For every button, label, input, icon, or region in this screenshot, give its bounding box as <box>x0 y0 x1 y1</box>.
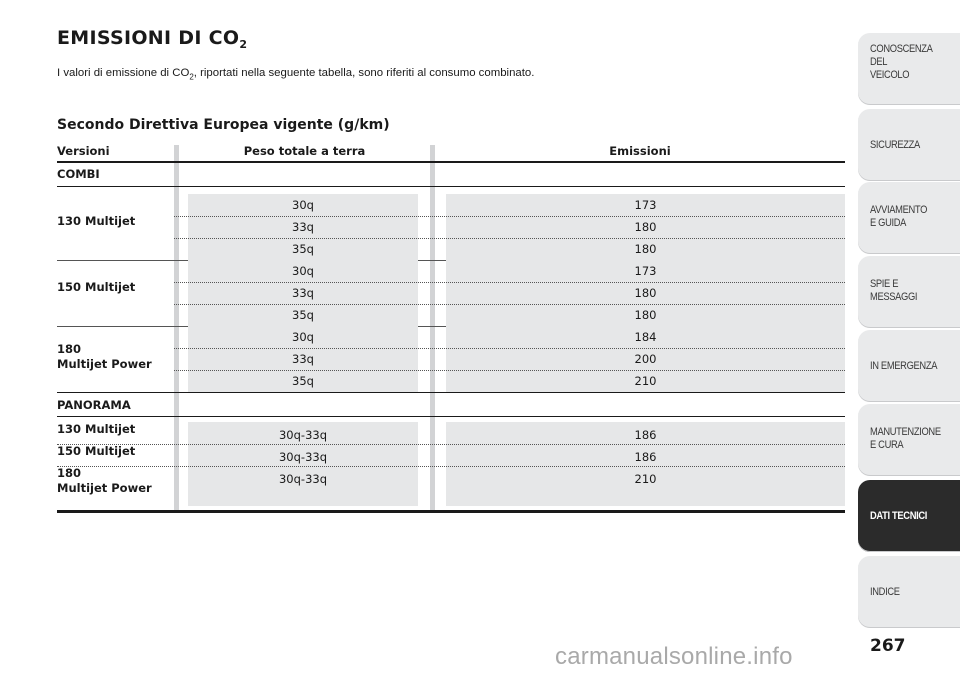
row-divider <box>57 466 845 467</box>
header-emissioni: Emissioni <box>609 144 671 158</box>
weight-cell: 30q-33q <box>278 450 328 464</box>
weight-cell: 33q <box>292 220 314 234</box>
watermark: carmanualsonline.info <box>555 643 793 670</box>
page-content: EMISSIONI DI CO2 I valori di emissione d… <box>57 0 845 677</box>
weight-cell: 35q <box>292 242 314 256</box>
weight-cell: 33q <box>292 286 314 300</box>
emission-cell-bg <box>446 422 845 506</box>
tab-manutenzione-e-cura[interactable]: MANUTENZIONE E CURA <box>858 404 960 476</box>
emission-cell: 200 <box>634 352 657 366</box>
header-peso: Peso totale a terra <box>243 144 366 158</box>
tab-conoscenza-del-veicolo[interactable]: CONOSCENZA DEL VEICOLO <box>858 33 960 105</box>
emission-cell: 173 <box>634 264 657 278</box>
emission-cell-bg <box>446 326 845 392</box>
weight-cell: 35q <box>292 374 314 388</box>
tab-indice[interactable]: INDICE <box>858 556 960 628</box>
emission-cell: 186 <box>634 450 657 464</box>
group-label: COMBI <box>57 167 100 181</box>
weight-cell: 35q <box>292 308 314 322</box>
intro-text: I valori di emissione di CO2, riportati … <box>57 67 535 82</box>
column-divider <box>430 145 435 512</box>
weight-cell-bg <box>188 194 418 260</box>
table-bottom-rule <box>57 510 845 513</box>
weight-cell: 33q <box>292 352 314 366</box>
tab-sicurezza[interactable]: SICUREZZA <box>858 109 960 181</box>
page-title: EMISSIONI DI CO2 <box>57 27 248 51</box>
emission-cell: 184 <box>634 330 657 344</box>
weight-cell: 30q-33q <box>278 472 328 486</box>
tab-label: MANUTENZIONE E CURA <box>870 426 941 451</box>
tab-avviamento-e-guida[interactable]: AVVIAMENTO E GUIDA <box>858 182 960 254</box>
tab-label: DATI TECNICI <box>870 510 928 522</box>
emission-cell: 210 <box>634 472 657 486</box>
tab-label: SPIE E MESSAGGI <box>870 278 918 303</box>
tab-label: SICUREZZA <box>870 139 920 151</box>
tab-spie-e-messaggi[interactable]: SPIE E MESSAGGI <box>858 256 960 328</box>
column-divider <box>174 145 179 512</box>
version-label: 150 Multijet <box>57 444 136 458</box>
emission-cell: 180 <box>634 308 657 322</box>
row-divider <box>174 304 845 305</box>
header-rule <box>57 161 845 163</box>
weight-cell-bg <box>188 422 418 506</box>
group-label: PANORAMA <box>57 398 131 412</box>
group-rule <box>57 392 845 393</box>
tab-label: CONOSCENZA DEL VEICOLO <box>870 43 933 81</box>
emissions-table: Versioni Peso totale a terra Emissioni C… <box>57 140 845 515</box>
weight-cell-bg <box>188 326 418 392</box>
tab-label: INDICE <box>870 586 900 598</box>
row-divider <box>57 444 845 445</box>
version-label: 130 Multijet <box>57 214 136 228</box>
row-divider <box>174 348 845 349</box>
chapter-tabs: CONOSCENZA DEL VEICOLO SICUREZZA AVVIAMENT… <box>858 0 960 677</box>
emission-cell: 210 <box>634 374 657 388</box>
tab-dati-tecnici[interactable]: DATI TECNICI <box>858 480 960 552</box>
group-rule <box>57 186 845 187</box>
version-label: 130 Multijet <box>57 422 136 436</box>
weight-cell: 30q <box>292 198 314 212</box>
row-divider <box>174 282 845 283</box>
emission-cell: 180 <box>634 242 657 256</box>
tab-in-emergenza[interactable]: IN EMERGENZA <box>858 330 960 402</box>
weight-cell: 30q <box>292 264 314 278</box>
page-number: 267 <box>870 636 906 656</box>
header-versioni: Versioni <box>57 144 110 158</box>
row-divider <box>174 238 845 239</box>
tab-label: IN EMERGENZA <box>870 360 938 372</box>
emission-cell-bg <box>446 194 845 260</box>
emission-cell: 173 <box>634 198 657 212</box>
weight-cell-bg <box>188 260 418 326</box>
group-rule <box>57 416 845 417</box>
version-label: 150 Multijet <box>57 280 136 294</box>
weight-cell: 30q-33q <box>278 428 328 442</box>
row-divider <box>174 216 845 217</box>
tab-label: AVVIAMENTO E GUIDA <box>870 204 928 229</box>
emission-cell: 180 <box>634 220 657 234</box>
emission-cell: 180 <box>634 286 657 300</box>
emission-cell: 186 <box>634 428 657 442</box>
section-heading: Secondo Direttiva Europea vigente (g/km) <box>57 117 390 133</box>
version-label: 180 Multijet Power <box>57 466 152 495</box>
emission-cell-bg <box>446 260 845 326</box>
version-label: 180 Multijet Power <box>57 342 152 371</box>
weight-cell: 30q <box>292 330 314 344</box>
row-divider <box>174 370 845 371</box>
